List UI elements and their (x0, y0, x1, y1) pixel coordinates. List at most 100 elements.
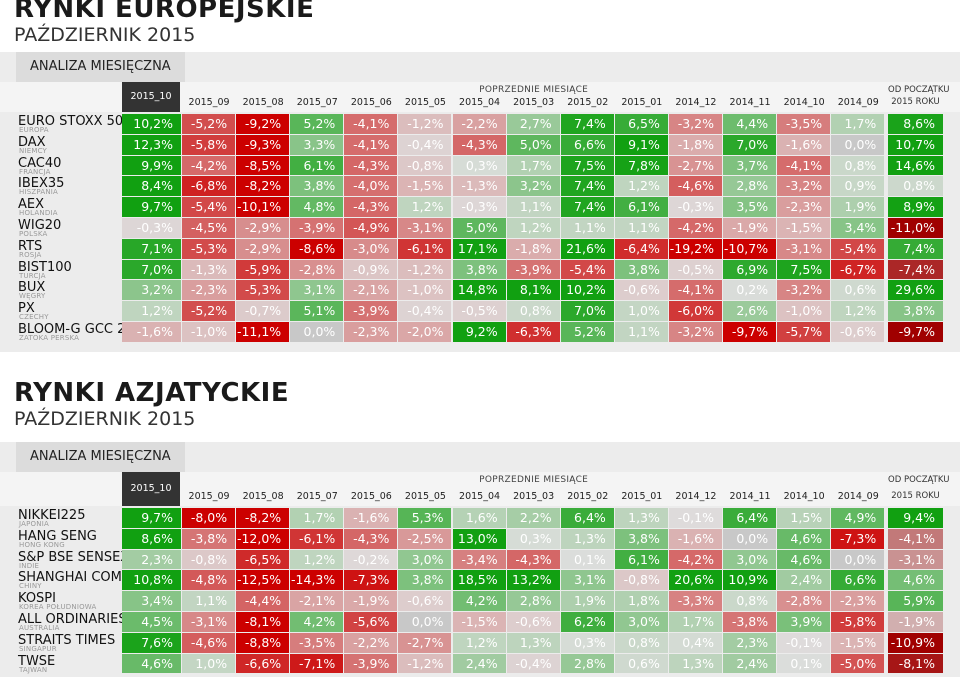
index-name: ALL ORDINARIES (18, 612, 127, 627)
cell-previous-month: -2,0% (398, 322, 452, 342)
cell-previous-month: -0,2% (344, 549, 398, 570)
cell-previous-month: -1,5% (831, 632, 885, 653)
cell-current-month: 4,5% (122, 612, 181, 632)
cell-previous-month: -9,3% (236, 134, 290, 155)
cell-previous-month: -4,3% (344, 155, 398, 176)
cell-previous-month: -0,9% (344, 259, 398, 280)
cell-previous-month: 1,2% (398, 197, 452, 217)
cell-previous-month: -1,2% (398, 653, 452, 674)
cell-previous-month: 7,4% (560, 176, 614, 197)
cell-previous-month: -0,6% (831, 322, 885, 342)
cell-previous-month: -1,2% (398, 114, 452, 134)
cell-previous-month: 0,1% (560, 549, 614, 570)
cell-previous-month: 0,0% (290, 322, 344, 342)
cell-previous-month: -4,6% (182, 632, 236, 653)
index-country: HONG KONG (19, 540, 65, 549)
cell-previous-month: -5,7% (777, 322, 831, 342)
cell-previous-month: 5,0% (506, 134, 560, 155)
cell-previous-month: 5,1% (290, 301, 344, 321)
cell-previous-month: -3,9% (290, 218, 344, 238)
cell-previous-month: 6,4% (723, 508, 777, 528)
cell-previous-month: 1,1% (560, 218, 614, 238)
cell-previous-month: 0,0% (831, 134, 885, 155)
cell-previous-month: 10,2% (560, 280, 614, 301)
cell-previous-month: 4,9% (831, 508, 885, 528)
cell-previous-month: -7,1% (290, 653, 344, 674)
cell-previous-month: -3,8% (723, 612, 777, 632)
cell-previous-month: 17,1% (452, 238, 506, 259)
cell-previous-month: 1,7% (290, 508, 344, 528)
cell-previous-month: 3,1% (290, 280, 344, 301)
cell-previous-month: -4,2% (668, 549, 722, 570)
cell-previous-month: -4,3% (344, 528, 398, 549)
cell-previous-month: -2,3% (344, 322, 398, 342)
cell-ytd: 8,6% (888, 114, 943, 134)
cell-previous-month: 1,2% (614, 176, 668, 197)
cell-previous-month: 7,5% (560, 155, 614, 176)
index-country: HOLANDIA (19, 209, 58, 218)
index-country: TAJWAN (19, 665, 48, 674)
cell-previous-month: -6,0% (668, 301, 722, 321)
index-country: EUROPA (19, 126, 49, 134)
cell-previous-month: -2,5% (398, 528, 452, 549)
cell-previous-month: 6,1% (614, 197, 668, 217)
index-name: BLOOM-G GCC 200 (18, 322, 142, 337)
cell-previous-month: 1,2% (452, 632, 506, 653)
cell-previous-month: 0,8% (831, 155, 885, 176)
cell-previous-month: -5,0% (831, 653, 885, 674)
cell-previous-month: 1,3% (560, 528, 614, 549)
cell-previous-month: -2,3% (182, 280, 236, 301)
cell-previous-month: 6,6% (560, 134, 614, 155)
cell-previous-month: 18,5% (452, 570, 506, 591)
cell-previous-month: -3,5% (777, 114, 831, 134)
cell-previous-month: 5,0% (452, 218, 506, 238)
index-name: NIKKEI225 (18, 508, 86, 523)
cell-previous-month: -4,3% (344, 197, 398, 217)
cell-previous-month: -0,4% (398, 301, 452, 321)
cell-ytd: 29,6% (888, 280, 943, 301)
cell-ytd: 4,6% (888, 570, 943, 591)
cell-previous-month: -0,3% (668, 197, 722, 217)
cell-previous-month: -5,9% (236, 259, 290, 280)
cell-previous-month: 1,0% (182, 653, 236, 674)
cell-previous-month: -4,6% (668, 176, 722, 197)
cell-previous-month: 1,3% (614, 508, 668, 528)
cell-previous-month: -0,6% (506, 612, 560, 632)
header-month: 2015_08 (242, 491, 284, 502)
cell-previous-month: 3,2% (506, 176, 560, 197)
header-month: 2015_02 (567, 491, 609, 502)
cell-previous-month: -1,0% (398, 280, 452, 301)
cell-previous-month: 3,8% (614, 528, 668, 549)
index-name: S&P BSE SENSEX (18, 549, 130, 565)
cell-previous-month: 0,9% (831, 176, 885, 197)
cell-previous-month: -2,8% (777, 591, 831, 611)
cell-previous-month: -3,0% (344, 238, 398, 259)
cell-current-month: 1,2% (122, 301, 181, 321)
cell-previous-month: -5,8% (182, 134, 236, 155)
cell-previous-month: 1,1% (182, 591, 236, 611)
tab-monthly-analysis[interactable]: ANALIZA MIESIĘCZNA (16, 442, 185, 472)
cell-previous-month: 6,1% (290, 155, 344, 176)
cell-previous-month: 0,3% (560, 632, 614, 653)
cell-previous-month: 1,9% (831, 197, 885, 217)
index-name: SHANGHAI COMP (18, 570, 130, 586)
cell-ytd: 9,4% (888, 508, 943, 528)
cell-previous-month: -1,6% (777, 134, 831, 155)
cell-previous-month: -0,8% (182, 549, 236, 570)
cell-previous-month: 4,2% (290, 612, 344, 632)
cell-previous-month: -2,7% (398, 632, 452, 653)
cell-previous-month: -4,3% (452, 134, 506, 155)
cell-previous-month: 1,7% (506, 155, 560, 176)
tab-monthly-analysis[interactable]: ANALIZA MIESIĘCZNA (16, 52, 185, 82)
cell-previous-month: 1,9% (560, 591, 614, 611)
cell-previous-month: 0,3% (452, 155, 506, 176)
cell-previous-month: -3,1% (398, 218, 452, 238)
cell-previous-month: 7,0% (723, 134, 777, 155)
cell-previous-month: -3,1% (182, 612, 236, 632)
cell-previous-month: -8,6% (290, 238, 344, 259)
header-ytd-line1: OD POCZĄTKU (888, 85, 950, 95)
cell-previous-month: -2,3% (831, 591, 885, 611)
cell-previous-month: -1,3% (452, 176, 506, 197)
cell-ytd: 5,9% (888, 591, 943, 611)
cell-current-month: 7,0% (122, 259, 181, 280)
